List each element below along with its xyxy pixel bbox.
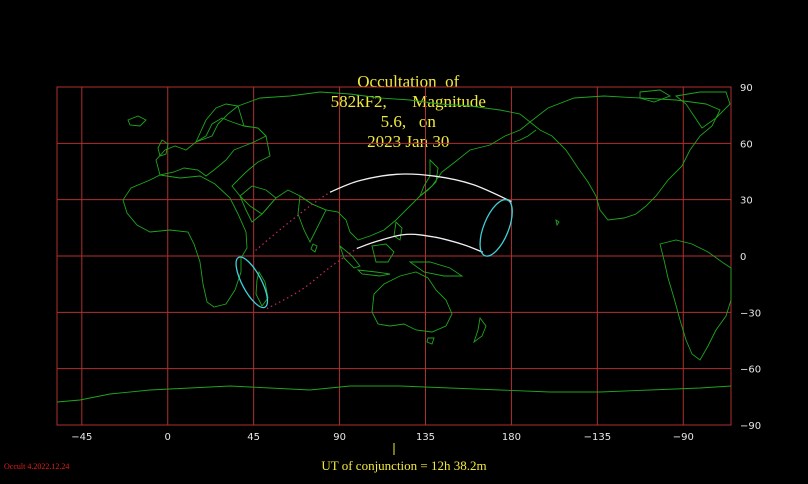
coast-borneo — [371, 243, 395, 263]
longitude-tick-label: 90 — [333, 432, 346, 443]
coast-new-zealand — [473, 316, 487, 344]
coastlines — [56, 89, 732, 403]
coast-java — [356, 269, 391, 277]
coast-arabia — [239, 185, 277, 223]
longitude-tick-label: 180 — [502, 432, 521, 443]
longitude-tick-label: −90 — [673, 432, 694, 443]
title-magnitude: 5.6 — [380, 112, 402, 131]
coast-sri-lanka — [310, 243, 318, 253]
dotted-path-north — [255, 191, 331, 251]
version-label: Occult 4.2022.12.24 — [4, 462, 70, 471]
coast-india — [297, 195, 327, 244]
east-rise-set-ellipse — [479, 198, 513, 257]
coast-sumatra — [339, 244, 361, 269]
graticule — [57, 87, 731, 425]
latitude-tick-label: −90 — [740, 421, 761, 432]
title-prefix: Occultation of — [357, 72, 460, 91]
latitude-tick-label: 30 — [740, 196, 753, 207]
coast-antarctica — [56, 385, 732, 403]
coast-new-guinea — [408, 261, 464, 277]
coast-iceland — [127, 115, 147, 127]
longitude-tick-label: −45 — [71, 432, 92, 443]
tick-labels: −45 0 45 90 135 180 −135 −90 90 60 30 0 −30 −60 −90 — [71, 83, 761, 443]
coast-arctic-islands — [639, 89, 672, 103]
coast-greenland — [674, 91, 731, 129]
conjunction-time: UT of conjunction = 12h 38.2m — [321, 458, 487, 473]
longitude-tick-label: 0 — [165, 432, 171, 443]
longitude-tick-label: 135 — [416, 432, 435, 443]
latitude-tick-label: −60 — [740, 365, 761, 376]
coast-uk — [157, 139, 169, 157]
occultation-paths — [235, 173, 513, 310]
latitude-tick-label: −30 — [740, 308, 761, 319]
coast-scandinavia — [195, 103, 240, 143]
coast-africa — [122, 174, 248, 308]
latitude-tick-label: 90 — [740, 83, 753, 94]
longitude-tick-label: −135 — [584, 432, 611, 443]
latitude-tick-label: 0 — [740, 252, 746, 263]
longitude-tick-label: 45 — [247, 432, 260, 443]
title-date-prefix: on — [418, 112, 436, 131]
title-date: 2023 Jan 30 — [367, 132, 450, 151]
coast-japan — [418, 158, 439, 198]
coast-philippines — [393, 221, 403, 241]
coast-alaska-islands — [513, 129, 537, 143]
coast-tasmania — [426, 337, 435, 345]
west-rise-set-ellipse — [235, 256, 269, 309]
coast-australia — [371, 271, 453, 333]
coast-asia — [231, 91, 531, 241]
coast-north-america — [529, 95, 721, 221]
coast-hawaii — [555, 219, 560, 227]
latitude-tick-label: 60 — [740, 139, 753, 150]
dotted-path-south — [266, 248, 358, 310]
coast-madagascar — [255, 270, 269, 307]
south-path-limit — [356, 233, 484, 253]
north-path-limit — [329, 173, 512, 203]
coast-south-america — [659, 239, 732, 361]
map-title: Occultation of 582kF2, Magnitude 5.6, on… — [330, 72, 486, 151]
